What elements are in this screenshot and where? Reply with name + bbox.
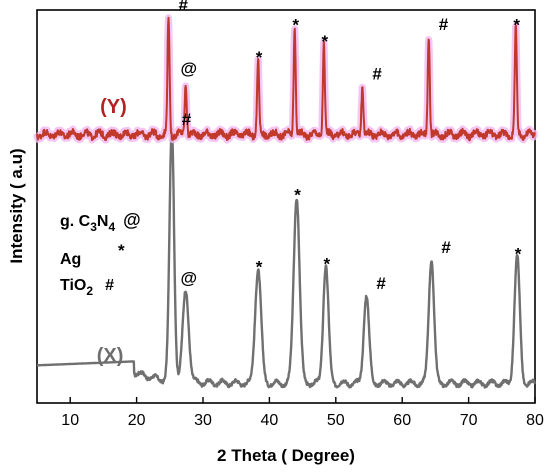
x-tick-label: 60 [393,412,411,429]
peak-marker: * [515,245,522,264]
y-axis-label: Intensity ( a.u) [7,148,26,263]
x-tick-label: 20 [128,412,146,429]
legend-ag-symbol: * [118,241,125,260]
legend-entry-ag: Ag [60,251,81,268]
series-y-glow [33,14,539,144]
peak-marker: * [294,186,301,205]
peak-marker: * [256,48,263,67]
series-layer [33,14,539,389]
legend-g-c3n4-symbol: @ [123,210,141,230]
peak-marker: * [292,15,299,34]
legend-entry-tio2: TiO2 # [60,277,114,298]
peak-marker: * [324,254,331,273]
x-tick-label: 40 [261,412,279,429]
peak-marker: # [182,110,192,129]
legend-entry-g-c3n4: g. C3N4 @ [60,210,141,234]
legend-g-c3n4-sub2: 4 [108,220,115,234]
peak-marker: # [372,64,382,83]
peak-marker: @ [180,269,197,288]
peak-marker: # [441,238,451,257]
legend-g-c3n4-label: g. C [60,213,91,230]
series-y-line [36,16,536,142]
series-label-y: (Y) [100,96,127,118]
peak-marker: @ [180,59,197,78]
series-x-line [36,127,536,389]
legend: g. C3N4 @ Ag * TiO2 # [60,210,141,298]
peak-marker-layer: # @ * * * # # * # @ * * * # # * [178,0,521,293]
x-tick-label: 70 [460,412,478,429]
x-tick-label: 30 [194,412,212,429]
peak-marker: # [376,274,386,293]
x-tick-label: 50 [327,412,345,429]
legend-tio2-sub1: 2 [86,284,93,298]
series-label-x: (X) [97,345,124,367]
peak-marker: * [256,258,263,277]
x-tick-label: 10 [61,412,79,429]
legend-g-c3n4-mid: N [97,213,109,230]
plot-frame [36,9,536,404]
legend-tio2-label: TiO [60,277,86,294]
peak-marker: # [178,0,188,15]
peak-marker: * [322,32,329,51]
x-tick-label: 80 [526,412,544,429]
peak-marker: * [513,15,520,34]
legend-g-c3n4-sub1: 3 [90,220,97,234]
x-axis-label: 2 Theta ( Degree) [217,446,355,465]
legend-ag-label: Ag [60,251,81,268]
peak-marker: # [439,15,449,34]
legend-tio2-symbol: # [105,277,114,294]
x-axis-ticks: 10 20 30 40 50 60 70 80 [61,397,544,429]
